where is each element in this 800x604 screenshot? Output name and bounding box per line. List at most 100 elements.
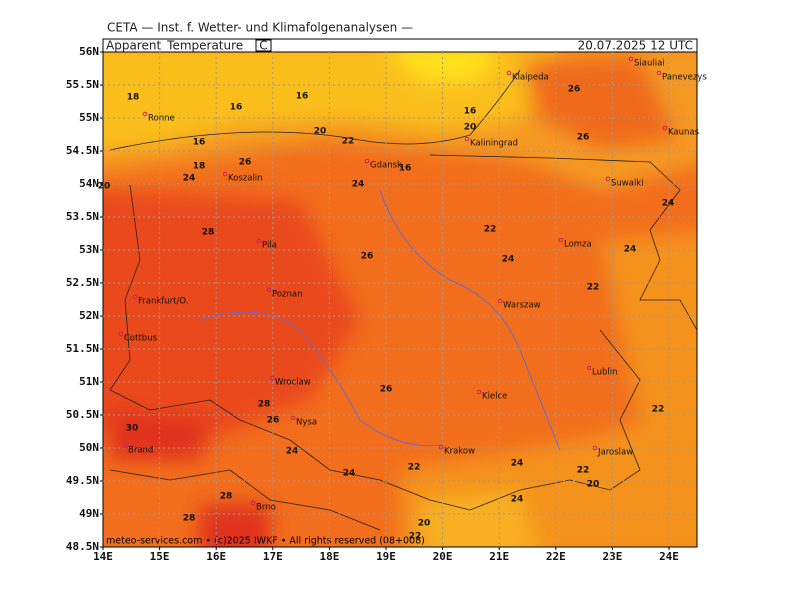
- city-marker: [656, 70, 662, 76]
- city-label: Lomza: [564, 240, 592, 250]
- contour-label: 22: [342, 137, 355, 147]
- contour-label: 22: [484, 225, 497, 235]
- city-label: Gdansk: [370, 161, 402, 171]
- contour-label: 18: [193, 162, 206, 172]
- contour-label: 24: [511, 459, 524, 469]
- city-label: Kielce: [482, 392, 507, 402]
- footer: meteo-services.com • (c)2025 IWKF • All …: [106, 536, 425, 547]
- lat-label: 48.5N: [66, 540, 99, 553]
- contour-label: 22: [587, 283, 600, 293]
- contour-label: 26: [361, 252, 374, 262]
- lon-label: 22E: [546, 550, 566, 563]
- contour-label: 22: [409, 532, 422, 542]
- lat-label: 51N: [79, 375, 99, 388]
- city-marker: [250, 500, 256, 506]
- lon-label: 24E: [659, 550, 679, 563]
- city-marker: [132, 294, 138, 300]
- contour-label: 26: [577, 133, 590, 143]
- contour-label: 24: [511, 495, 524, 505]
- city-marker: [438, 444, 444, 450]
- lon-label: 16E: [206, 550, 226, 563]
- lat-label: 52N: [79, 309, 99, 322]
- city-label: Panevezys: [662, 73, 707, 83]
- contour-label: 26: [568, 85, 581, 95]
- unit: C: [259, 39, 267, 53]
- contour-label: 20: [464, 123, 477, 133]
- contour-label: 28: [202, 228, 215, 238]
- contour-label: 24: [286, 447, 299, 457]
- city-label: Klaipeda: [512, 73, 549, 83]
- city-label: Wroclaw: [275, 378, 311, 388]
- city-label: Poznan: [272, 290, 302, 300]
- contour-label: 24: [502, 255, 515, 265]
- lat-label: 54.5N: [66, 144, 99, 157]
- city-label: Jaroslaw: [597, 448, 633, 458]
- contour-label: 24: [343, 469, 356, 479]
- city-marker: [290, 415, 296, 421]
- city-label: Kaliningrad: [470, 139, 518, 149]
- contour-label: 22: [652, 405, 665, 415]
- field: [103, 52, 697, 547]
- map-frame: [102, 51, 698, 548]
- contour-label: 16: [193, 138, 206, 148]
- city-label: Brno: [256, 503, 276, 513]
- contour-label: 22: [408, 463, 421, 473]
- contour-label: 20: [314, 127, 327, 137]
- lat-label: 52.5N: [66, 276, 99, 289]
- city-marker: [269, 375, 275, 381]
- city-label: Nysa: [296, 418, 317, 428]
- city-marker: [256, 238, 262, 244]
- city-marker: [122, 443, 128, 449]
- city-marker: [222, 171, 228, 177]
- city-label: Siauliai: [634, 59, 665, 69]
- lon-label: 20E: [433, 550, 453, 563]
- city-label: Warszaw: [503, 301, 541, 311]
- contour-label: 20: [98, 182, 111, 192]
- contour-label: 16: [399, 164, 412, 174]
- city-marker: [506, 70, 512, 76]
- city-marker: [497, 298, 503, 304]
- lat-label: 50N: [79, 441, 99, 454]
- city-marker: [558, 237, 564, 243]
- contour-label: 26: [239, 158, 252, 168]
- contour-label: 26: [380, 385, 393, 395]
- contour-label: 16: [464, 107, 477, 117]
- contour-label: 18: [127, 93, 140, 103]
- city-marker: [118, 331, 124, 337]
- city-label: Kaunas: [668, 128, 700, 138]
- city-marker: [605, 176, 611, 182]
- city-label: Brand: [128, 446, 153, 456]
- contour-label: 30: [126, 424, 139, 434]
- city-marker: [364, 158, 370, 164]
- lon-label: 17E: [263, 550, 283, 563]
- lat-label: 51.5N: [66, 342, 99, 355]
- city-marker: [142, 111, 148, 117]
- lat-label: 49.5N: [66, 474, 99, 487]
- lon-label: 18E: [319, 550, 339, 563]
- lon-label: 14E: [93, 550, 113, 563]
- city-marker: [586, 365, 592, 371]
- contour-label: 24: [352, 180, 365, 190]
- source-title: CETA — Inst. f. Wetter- und Klimafolgena…: [107, 21, 413, 35]
- lon-label: 15E: [150, 550, 170, 563]
- city-marker: [662, 125, 668, 131]
- city-label: Ronne: [148, 114, 175, 124]
- contour-label: 28: [183, 514, 196, 524]
- city-marker: [476, 389, 482, 395]
- city-marker: [592, 445, 598, 451]
- lat-label: 54N: [79, 177, 99, 190]
- city-marker: [266, 287, 272, 293]
- contour-label: 20: [418, 519, 431, 529]
- contour-label: 16: [296, 92, 309, 102]
- valid-time: 20.07.2025 12 UTC: [578, 39, 693, 53]
- contour-label: 24: [183, 174, 196, 184]
- city-label: Suwalki: [611, 179, 644, 189]
- lat-label: 50.5N: [66, 408, 99, 421]
- contour-label: 28: [220, 492, 233, 502]
- city-marker: [628, 56, 634, 62]
- contour-label: 24: [624, 245, 637, 255]
- lon-label: 23E: [602, 550, 622, 563]
- city-label: Lublin: [592, 368, 617, 378]
- contour-label: 24: [662, 199, 675, 209]
